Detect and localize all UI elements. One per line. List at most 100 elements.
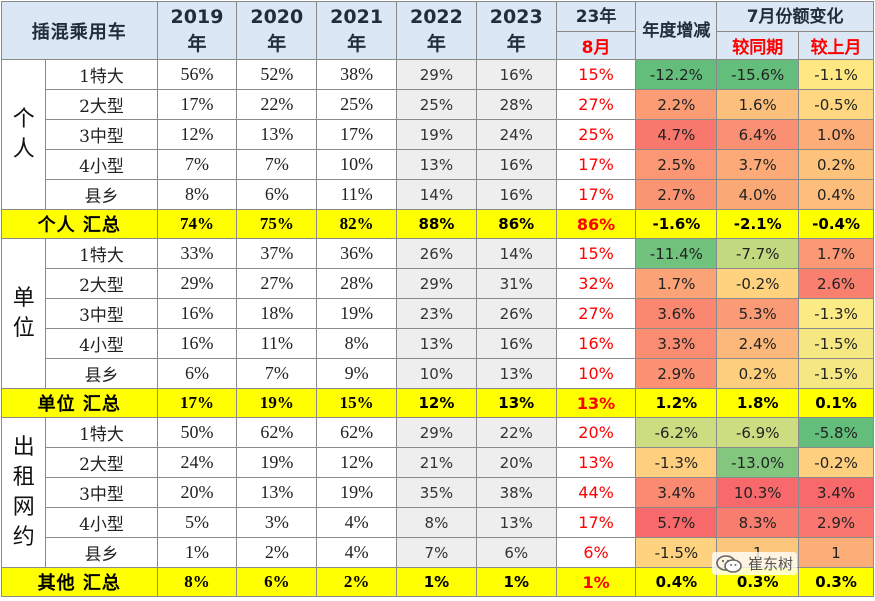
cell-2020: 19%	[236, 447, 318, 478]
cell-2023: 6%	[475, 537, 557, 568]
cell-mom-change: 0.2%	[798, 149, 874, 180]
table-row: 个人 1特大 56% 52% 38% 29% 16% 15% -12.2% -15.6% -1.1%	[0, 59, 874, 210]
cell-aug: 10%	[555, 358, 637, 389]
cell-aug: 27%	[555, 298, 637, 329]
cell-mom-change: -1.1%	[798, 59, 874, 90]
cell-mom-change: 0.4%	[798, 179, 874, 210]
table-row: 县乡 8% 6% 11% 14% 16% 17% 2.7% 4.0% 0.4%	[2, 179, 874, 210]
cell-2023: 24%	[475, 119, 557, 150]
watermark-text: 崔东树	[748, 555, 794, 573]
summary-cell-annual-change: 0.4%	[635, 567, 718, 597]
cell-2019: 7%	[156, 149, 238, 180]
table-row: 3中型 12% 13% 17% 19% 24% 25% 4.7% 6.4% 1.0%	[2, 119, 874, 150]
cell-yoy-change: -7.7%	[716, 238, 800, 269]
cell-2020: 18%	[236, 298, 318, 329]
table-row: 2大型 17% 22% 25% 25% 28% 27% 2.2% 1.6% -0.5%	[2, 89, 874, 120]
year-header-2019: 2019 年	[156, 1, 238, 60]
summary-cell-2022: 88%	[396, 209, 477, 239]
cell-2023: 13%	[475, 507, 557, 538]
cell-aug: 32%	[555, 268, 637, 299]
cell-2022: 23%	[396, 298, 477, 329]
cell-2023: 16%	[475, 328, 557, 359]
cell-2021: 38%	[316, 59, 398, 90]
cell-2022: 29%	[396, 268, 477, 299]
cell-aug: 13%	[555, 447, 637, 478]
watermark: 崔东树	[712, 552, 798, 575]
summary-cell-yoy-change: 1.8%	[716, 388, 800, 418]
summary-cell-2020: 6%	[236, 567, 318, 597]
cell-yoy-change: 2.4%	[716, 328, 800, 359]
cell-2021: 62%	[316, 417, 398, 448]
year-header-2022: 2022 年	[396, 1, 477, 60]
cell-2021: 9%	[316, 358, 398, 389]
group-label-text: 个人	[12, 106, 35, 162]
cell-2021: 12%	[316, 447, 398, 478]
summary-cell-aug: 86%	[555, 209, 637, 239]
year-header-2023: 2023 年	[475, 1, 557, 60]
cell-2020: 7%	[236, 149, 318, 180]
cell-mom-change: 1.0%	[798, 119, 874, 150]
cell-mom-change: 1.7%	[798, 238, 874, 269]
table-row: 4小型 7% 7% 10% 13% 16% 17% 2.5% 3.7% 0.2%	[2, 149, 874, 180]
cell-annual-change: 2.5%	[635, 149, 718, 180]
cell-yoy-change: 4.0%	[716, 179, 800, 210]
cell-yoy-change: -15.6%	[716, 59, 800, 90]
cell-mom-change: 2.6%	[798, 268, 874, 299]
cell-mom-change: -0.2%	[798, 447, 874, 478]
row-type-label: 3中型	[45, 477, 158, 508]
header-row-1: 插混乘用车 2019 年 2020 年 2021 年 2022 年 2023 年 23年 …	[1, 1, 874, 60]
cell-2022: 29%	[396, 59, 477, 90]
cell-2019: 56%	[156, 59, 238, 90]
summary-cell-2020: 19%	[236, 388, 318, 418]
cell-yoy-change: 6.4%	[716, 119, 800, 150]
cell-aug: 15%	[555, 238, 637, 269]
cell-2023: 16%	[475, 149, 557, 180]
cell-2022: 25%	[396, 89, 477, 120]
cell-2020: 22%	[236, 89, 318, 120]
row-type-label: 4小型	[45, 149, 158, 180]
cell-annual-change: 3.4%	[635, 477, 718, 508]
cell-2020: 27%	[236, 268, 318, 299]
row-type-label: 1特大	[45, 59, 158, 90]
summary-cell-2020: 75%	[236, 209, 318, 239]
cell-2021: 36%	[316, 238, 398, 269]
summary-cell-mom-change: -0.4%	[798, 209, 874, 239]
cell-2019: 50%	[156, 417, 238, 448]
cell-aug: 20%	[555, 417, 637, 448]
cell-aug: 25%	[555, 119, 637, 150]
summary-row: 其他 汇总 8% 6% 2% 1% 1% 1% 0.4% 0.3% 0.3%	[1, 567, 874, 597]
cell-2021: 17%	[316, 119, 398, 150]
cell-2022: 13%	[396, 149, 477, 180]
summary-cell-aug: 1%	[555, 567, 637, 597]
cell-annual-change: -11.4%	[635, 238, 718, 269]
cell-annual-change: -1.5%	[635, 537, 718, 568]
cell-annual-change: 2.9%	[635, 358, 718, 389]
summary-cell-mom-change: 0.1%	[798, 388, 874, 418]
cell-2022: 26%	[396, 238, 477, 269]
cell-2020: 11%	[236, 328, 318, 359]
cell-2019: 16%	[156, 298, 238, 329]
mom-header: 较上月	[798, 31, 874, 60]
cell-2019: 5%	[156, 507, 238, 538]
cell-annual-change: 2.7%	[635, 179, 718, 210]
summary-label: 个人 汇总	[1, 209, 158, 239]
cell-2022: 13%	[396, 328, 477, 359]
cell-annual-change: 1.7%	[635, 268, 718, 299]
summary-cell-2022: 1%	[396, 567, 477, 597]
group-label-unit: 单位	[0, 238, 47, 389]
row-type-label: 县乡	[45, 537, 158, 568]
row-type-label: 2大型	[45, 268, 158, 299]
table-row: 2大型 24% 19% 12% 21% 20% 13% -1.3% -13.0% -0.2%	[2, 447, 874, 478]
table-row: 3中型 16% 18% 19% 23% 26% 27% 3.6% 5.3% -1.3%	[2, 298, 874, 329]
cell-yoy-change: 5.3%	[716, 298, 800, 329]
cell-2022: 21%	[396, 447, 477, 478]
cell-2022: 8%	[396, 507, 477, 538]
table-row: 2大型 29% 27% 28% 29% 31% 32% 1.7% -0.2% 2.6%	[2, 268, 874, 299]
cell-annual-change: -12.2%	[635, 59, 718, 90]
year-header-2020: 2020 年	[236, 1, 318, 60]
cell-annual-change: 3.6%	[635, 298, 718, 329]
table-row: 出租网约 1特大 50% 62% 62% 29% 22% 20% -6.2% -6.9% -5.8%	[0, 417, 874, 568]
cell-mom-change: -1.5%	[798, 358, 874, 389]
cell-yoy-change: -13.0%	[716, 447, 800, 478]
